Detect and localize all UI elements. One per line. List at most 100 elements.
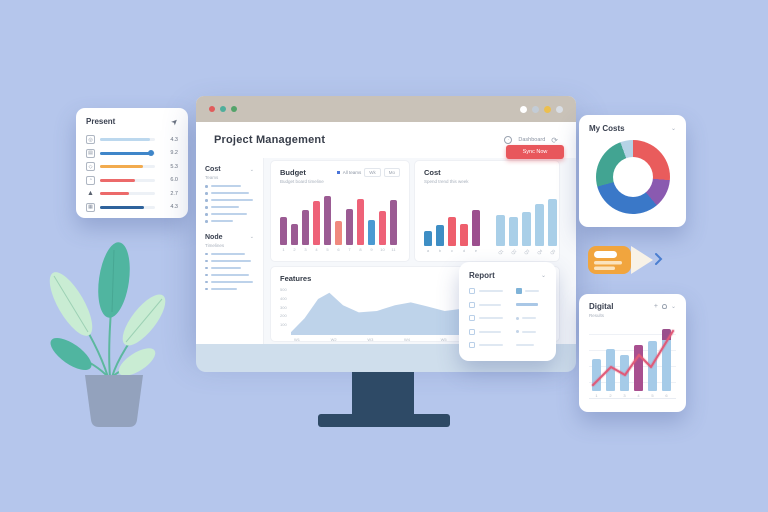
bar[interactable] <box>662 329 671 391</box>
bar[interactable] <box>522 212 531 246</box>
bar[interactable] <box>379 211 386 245</box>
present-row: ◎ 4.3 <box>86 133 178 147</box>
bar[interactable] <box>548 198 557 246</box>
sidebar-item[interactable] <box>205 206 254 209</box>
sidebar-item[interactable] <box>205 199 254 202</box>
bar[interactable] <box>390 200 397 245</box>
trend-icon: ▦ <box>86 202 95 212</box>
bar[interactable] <box>606 348 615 391</box>
bar[interactable] <box>634 345 643 391</box>
bar-label: 6 <box>665 393 668 398</box>
bar[interactable] <box>291 223 298 245</box>
sidebar-item[interactable] <box>205 185 254 188</box>
window-control-dot[interactable] <box>520 105 527 113</box>
checkbox-icon[interactable] <box>469 301 475 308</box>
sidebar-item[interactable] <box>205 192 254 195</box>
traffic-light-dot[interactable] <box>231 106 237 112</box>
progress-fill <box>100 205 144 209</box>
bar[interactable] <box>472 210 480 246</box>
chevron-down-icon[interactable]: ⌄ <box>249 234 254 240</box>
sidebar-item[interactable] <box>205 259 254 262</box>
bar[interactable] <box>324 195 331 245</box>
sidebar-item[interactable] <box>205 287 254 290</box>
traffic-light-dot[interactable] <box>220 106 226 112</box>
bar-group: Q1 Q2 Q3 Q4 Q5 <box>496 187 557 256</box>
costs-donut-chart <box>595 140 670 214</box>
bar[interactable] <box>448 217 456 246</box>
bar[interactable] <box>302 210 309 245</box>
sidebar-section-title-text: Cost <box>205 166 221 173</box>
budget-subtitle: Budget board timeline <box>280 179 324 184</box>
chevron-down-icon[interactable]: ⌄ <box>540 273 546 279</box>
bar-column: 3 <box>620 323 629 398</box>
bar-column: d <box>460 187 468 253</box>
bar-label: 5 <box>326 247 329 252</box>
bar[interactable] <box>313 201 320 245</box>
sidebar-item[interactable] <box>205 252 254 255</box>
bar[interactable] <box>592 358 601 391</box>
report-row[interactable] <box>469 288 546 294</box>
clock-icon[interactable]: · <box>504 136 513 144</box>
checkbox-icon[interactable] <box>469 315 475 321</box>
plus-icon[interactable]: + <box>653 303 658 310</box>
bar[interactable] <box>346 208 353 245</box>
bullet-icon <box>205 259 208 262</box>
bar-label: 9 <box>370 247 373 252</box>
bar[interactable] <box>620 355 629 391</box>
present-value: 4.3 <box>170 136 178 143</box>
report-row[interactable] <box>469 301 546 308</box>
bar-label: 4 <box>637 393 640 398</box>
traffic-light-dot[interactable] <box>209 106 215 112</box>
chart-range-button[interactable]: Wk <box>364 168 381 177</box>
bar[interactable] <box>535 203 544 246</box>
bar[interactable] <box>496 215 505 246</box>
y-tick-label: 500 <box>280 287 287 292</box>
bar[interactable] <box>368 219 375 245</box>
chevron-down-icon[interactable]: ⌄ <box>249 166 254 173</box>
target-icon: ◎ <box>86 135 95 145</box>
bar[interactable] <box>424 231 432 246</box>
checkbox-icon[interactable] <box>469 288 475 294</box>
report-row[interactable] <box>469 342 546 348</box>
report-line <box>479 290 503 292</box>
features-title: Features <box>280 274 312 283</box>
sidebar-item[interactable] <box>205 220 254 223</box>
chevron-down-icon[interactable]: ⌄ <box>670 126 676 132</box>
bar-label: Q3 <box>522 248 531 256</box>
checkbox-icon[interactable] <box>469 328 475 335</box>
chevron-down-icon[interactable]: ⌄ <box>670 304 676 310</box>
bar-column: 1 <box>592 323 601 398</box>
chart-range-button[interactable]: Mo <box>383 168 400 177</box>
present-row: ▲ 2.7 <box>86 187 178 201</box>
report-row[interactable] <box>469 328 546 335</box>
bar[interactable] <box>280 217 287 245</box>
bar-group: a b c d e <box>424 187 480 253</box>
report-row[interactable] <box>469 315 546 321</box>
report-row-right <box>516 288 546 294</box>
bell-icon[interactable] <box>661 304 667 309</box>
sidebar-item[interactable] <box>205 213 254 216</box>
report-row-right <box>516 344 546 346</box>
bar[interactable] <box>436 225 444 246</box>
bar[interactable] <box>509 217 518 246</box>
bar[interactable] <box>335 221 342 245</box>
refresh-icon[interactable]: ⟳ <box>551 135 558 145</box>
sidebar-item[interactable] <box>205 273 254 276</box>
bar[interactable] <box>460 223 468 246</box>
progress-fill <box>100 150 155 157</box>
sync-now-button[interactable]: Sync Now <box>506 145 564 159</box>
bullet-icon <box>205 266 208 269</box>
checkbox-icon[interactable] <box>469 342 475 348</box>
sidebar-item[interactable] <box>205 280 254 283</box>
bar-label: b <box>438 248 442 253</box>
bar[interactable] <box>357 199 364 245</box>
sidebar-item[interactable] <box>205 266 254 269</box>
window-control-dot[interactable] <box>532 105 539 113</box>
bar-column: 9 <box>368 188 375 252</box>
bar-column: 2 <box>606 323 615 398</box>
send-icon[interactable]: ➤ <box>170 117 180 127</box>
window-control-dot[interactable] <box>544 105 551 113</box>
window-control-dot[interactable] <box>556 105 563 113</box>
report-line <box>479 330 501 333</box>
traffic-lights <box>209 106 237 112</box>
